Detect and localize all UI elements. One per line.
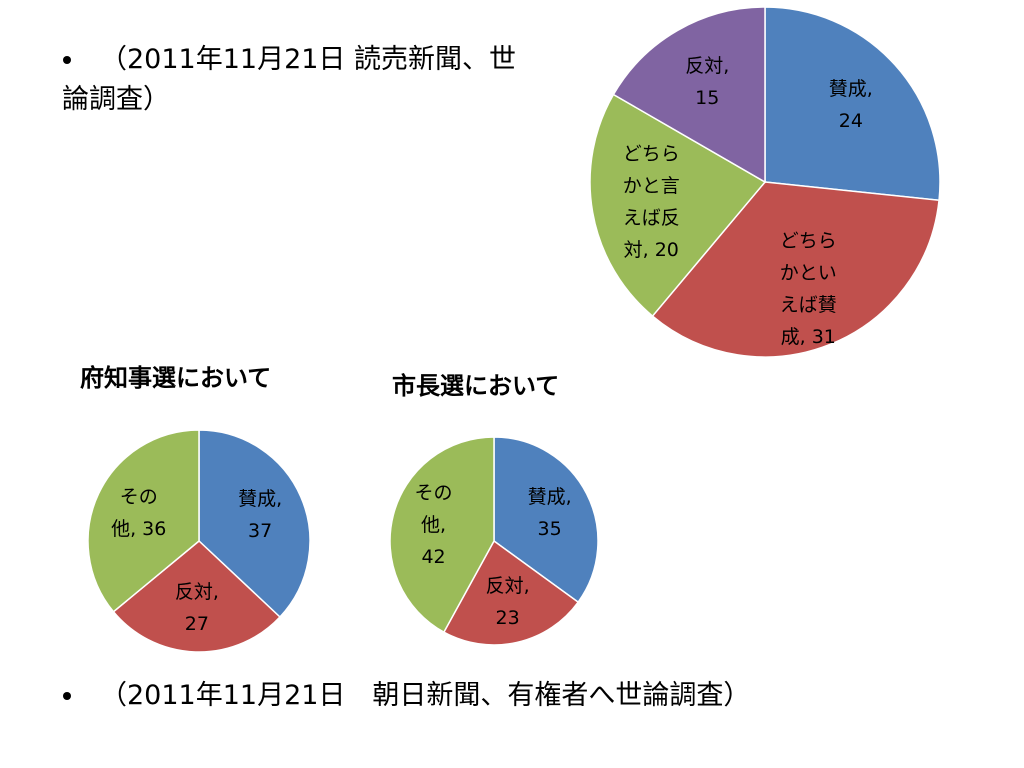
chart-title: 市長選において (392, 372, 560, 400)
chart-title: 府知事選において (80, 364, 272, 392)
pie-slice (389, 436, 495, 634)
data-label: 反対, 27 (174, 580, 219, 635)
data-label: どちら かと言 えば反 対, 20 (622, 143, 680, 262)
bullet-dot (63, 56, 71, 64)
data-label: 賛成, 37 (238, 487, 283, 542)
data-label: その 他, 36 (111, 485, 167, 540)
pie-slice (493, 436, 599, 604)
data-label: 反対, 15 (685, 54, 730, 109)
bullet-text: （2011年11月21日 朝日新聞、有権者へ世論調査） (100, 680, 751, 711)
data-label: どちら かとい えば賛 成, 31 (779, 230, 837, 349)
data-label: 反対, 23 (485, 574, 530, 629)
pie-slice (612, 6, 766, 184)
pie-slice (198, 429, 311, 619)
data-label: その 他, 42 (414, 482, 453, 569)
pie-slice (651, 181, 940, 358)
pie-slice (112, 540, 281, 653)
pie-slice (589, 93, 767, 318)
bullet-dot (63, 692, 71, 700)
data-label: 賛成, 24 (828, 77, 873, 132)
bullet-text: （2011年11月21日 読売新聞、世論調査） (62, 44, 517, 115)
pie-slice (87, 429, 200, 613)
pie-slice (764, 6, 941, 202)
data-label: 賛成, 35 (527, 485, 572, 540)
pie-slice (442, 539, 580, 646)
